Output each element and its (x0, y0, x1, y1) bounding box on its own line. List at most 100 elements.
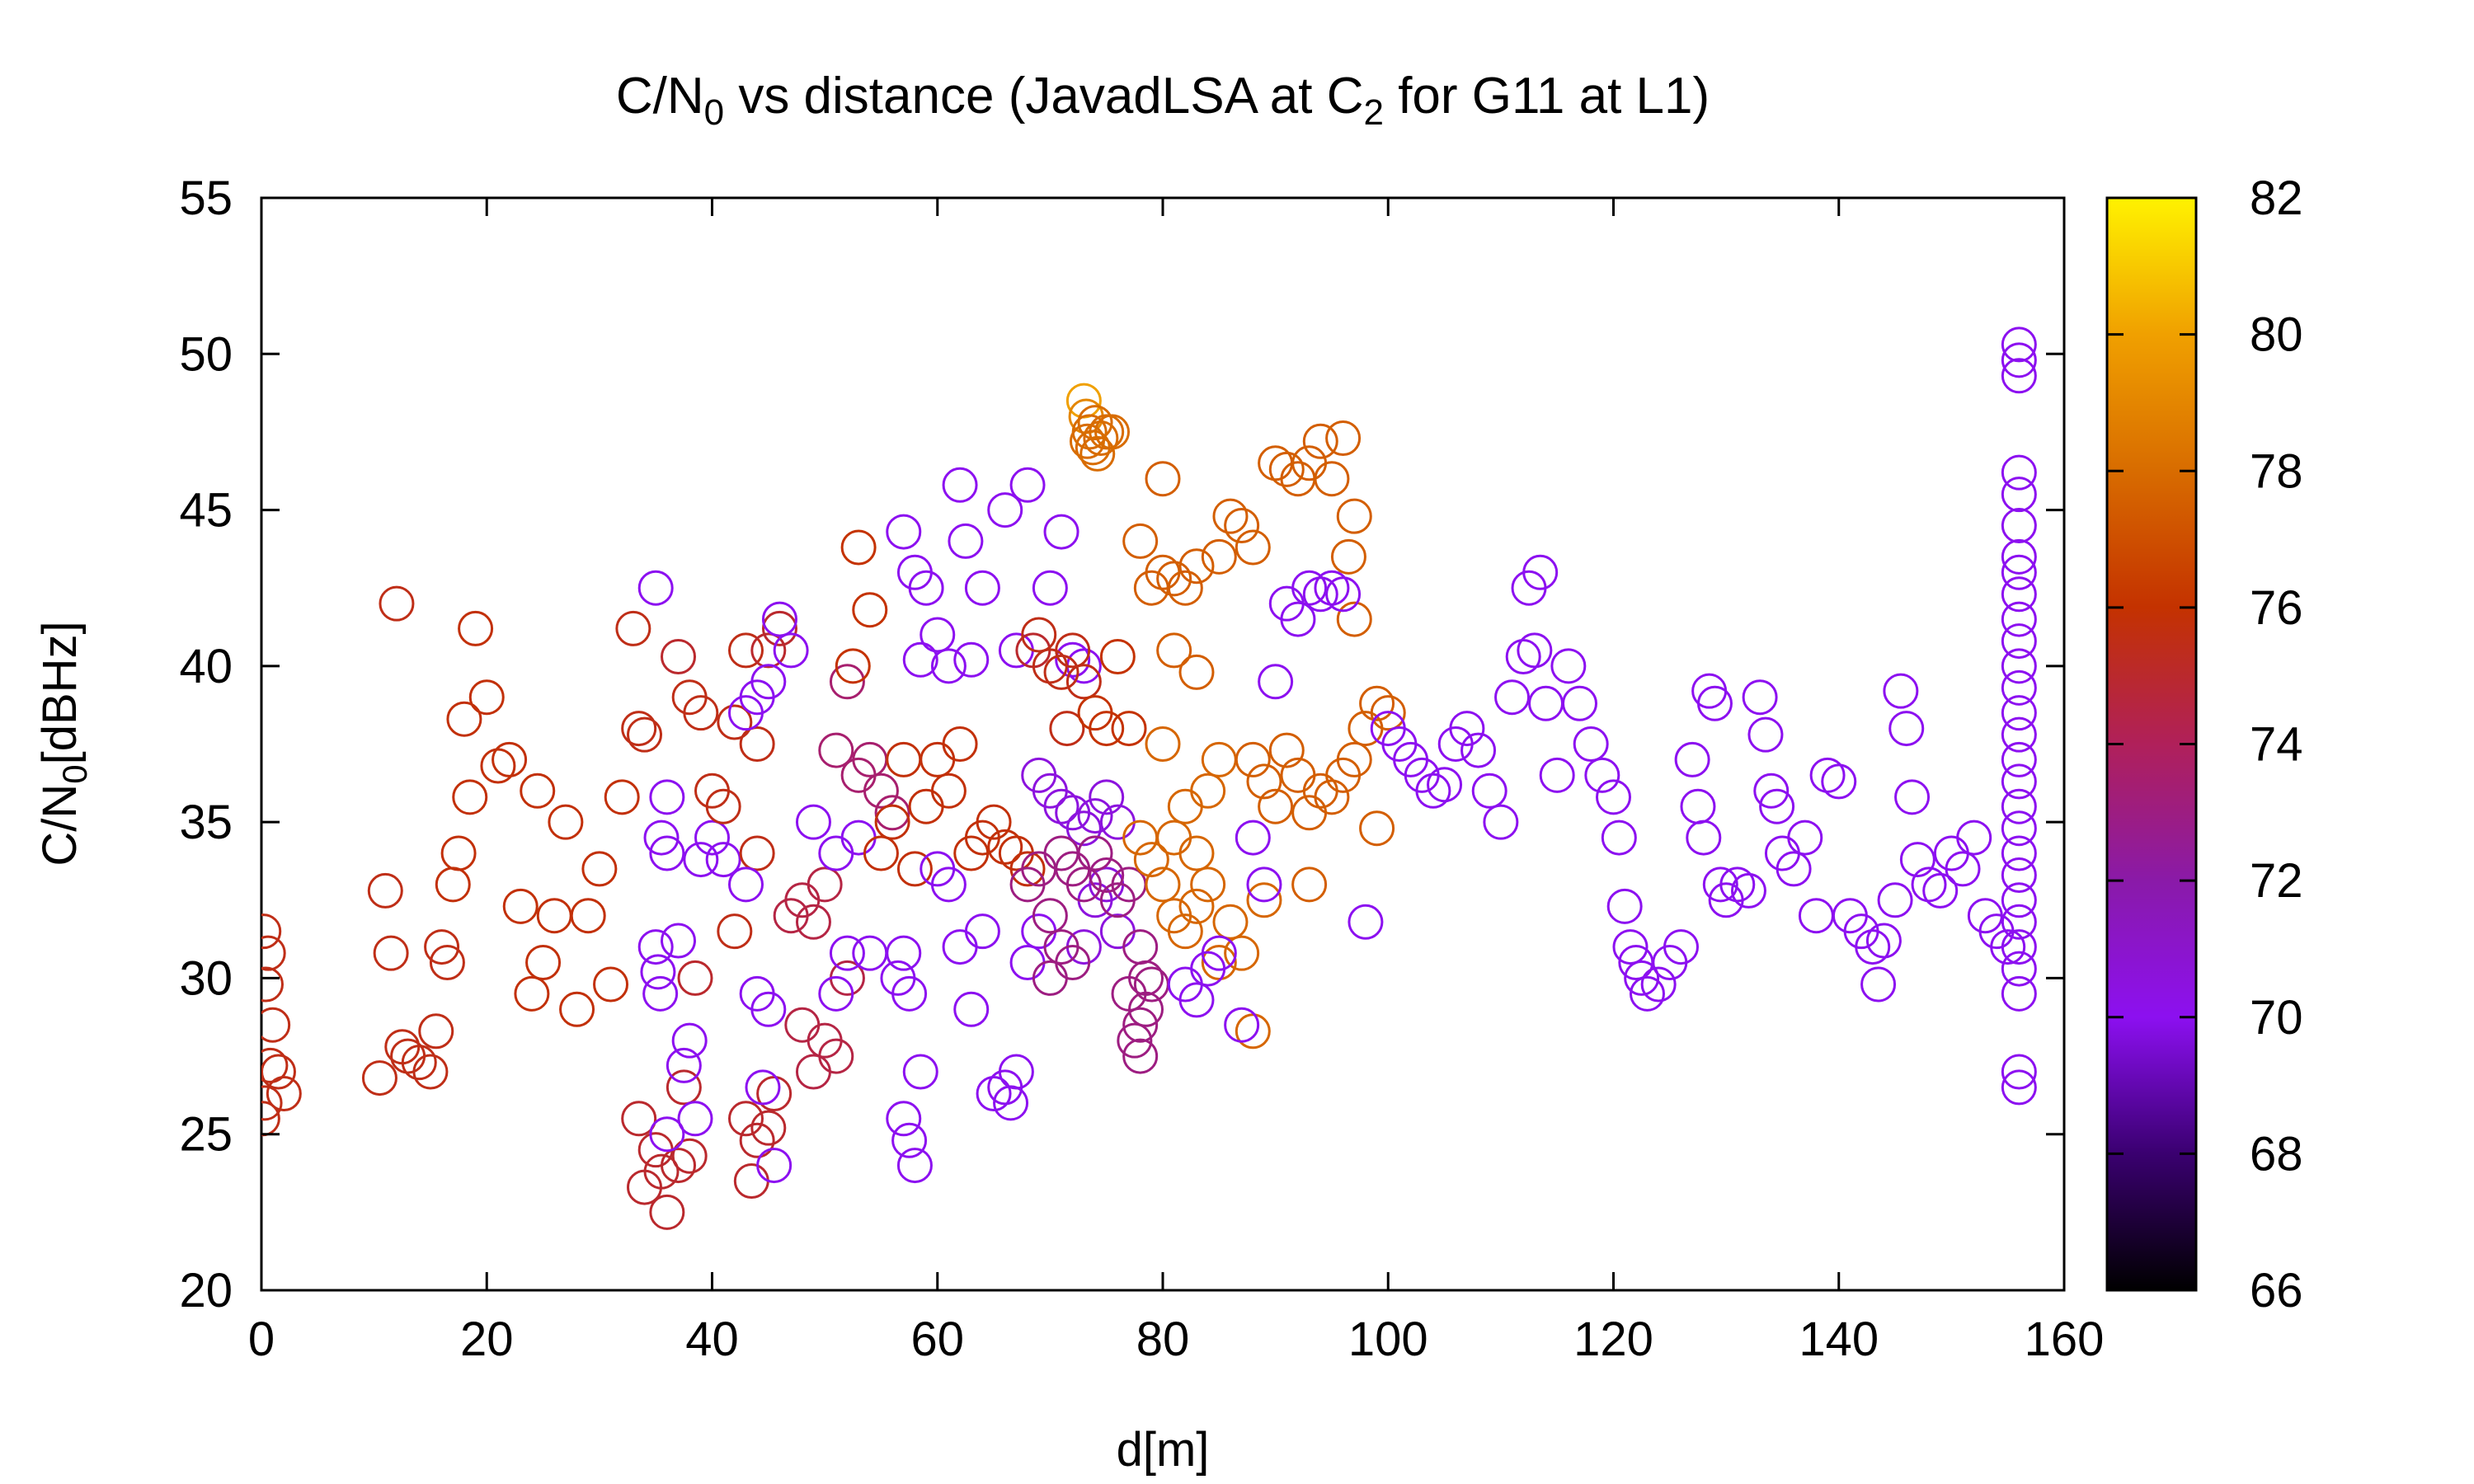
data-point-21 (440, 835, 477, 871)
data-point-201 (1055, 945, 1091, 980)
data-point-258 (1145, 726, 1181, 762)
data-point-313 (1596, 779, 1631, 815)
data-point-32 (536, 898, 572, 934)
data-point-244 (1156, 819, 1192, 856)
data-point-369 (2001, 601, 2037, 637)
data-point-98 (795, 1054, 831, 1090)
data-point-49 (666, 1069, 702, 1106)
x-axis-title: d[m] (1117, 1423, 1210, 1477)
data-point-71 (717, 704, 753, 740)
data-point-31 (520, 773, 556, 809)
data-point-319 (1629, 975, 1665, 1012)
data-point-181 (1043, 654, 1079, 690)
data-point-51 (637, 570, 674, 606)
colorbar-tick-label: 68 (2250, 1127, 2303, 1181)
data-point-306 (1522, 554, 1559, 590)
data-point-108 (818, 732, 854, 768)
data-point-3 (261, 1007, 291, 1043)
data-point-315 (1606, 888, 1643, 924)
data-point-188 (1111, 711, 1147, 747)
data-point-304 (1517, 632, 1553, 669)
data-point-209 (1111, 975, 1147, 1012)
data-point-316 (1612, 929, 1649, 965)
plot-area (260, 196, 2066, 1292)
data-point-220 (1122, 523, 1159, 559)
data-point-330 (1719, 866, 1756, 903)
data-point-140 (964, 570, 1000, 606)
data-point-123 (930, 773, 967, 809)
data-point-15 (401, 1045, 437, 1081)
data-point-117 (863, 835, 899, 871)
data-point-327 (1696, 685, 1733, 721)
data-point-107 (818, 975, 854, 1012)
data-point-295 (1415, 773, 1451, 809)
data-point-199 (1032, 960, 1068, 996)
data-point-118 (874, 804, 910, 840)
data-point-11 (379, 585, 415, 622)
x-tick-label: 100 (1348, 1313, 1428, 1366)
data-point-58 (661, 923, 697, 959)
data-point-318 (1624, 960, 1660, 996)
data-point-0 (261, 913, 282, 950)
data-point-259 (1156, 632, 1192, 669)
data-point-2 (261, 966, 284, 1003)
data-point-254 (1212, 904, 1249, 940)
data-point-346 (1865, 923, 1902, 959)
data-point-325 (1686, 819, 1722, 856)
data-point-386 (2001, 1054, 2037, 1090)
data-point-53 (649, 835, 685, 871)
data-point-45 (643, 1153, 680, 1190)
data-point-360 (2001, 326, 2037, 363)
data-point-382 (2001, 904, 2037, 940)
data-point-263 (1258, 788, 1294, 824)
data-point-376 (2001, 763, 2037, 800)
data-point-113 (874, 795, 910, 831)
data-point-380 (2001, 857, 2037, 893)
data-point-228 (1224, 508, 1260, 543)
data-point-288 (1314, 570, 1350, 606)
data-point-42 (621, 1101, 657, 1137)
data-point-150 (886, 1101, 922, 1137)
data-point-124 (942, 726, 978, 762)
data-point-70 (705, 788, 741, 824)
data-point-347 (1877, 882, 1913, 918)
data-point-289 (1325, 576, 1362, 613)
data-point-339 (1798, 898, 1834, 934)
data-point-18 (424, 929, 460, 965)
data-point-351 (1899, 842, 1935, 878)
data-point-137 (942, 467, 978, 503)
data-point-359 (1990, 929, 2026, 965)
data-point-26 (480, 748, 516, 784)
data-point-219 (1094, 414, 1131, 450)
title-subscript-0: 0 (704, 92, 724, 133)
data-point-105 (840, 819, 877, 856)
data-point-171 (1077, 798, 1113, 834)
data-point-4 (261, 1047, 289, 1083)
data-point-52 (643, 819, 680, 856)
data-point-373 (2001, 695, 2037, 731)
data-point-275 (1291, 866, 1328, 903)
data-point-109 (829, 664, 865, 700)
data-point-264 (1268, 732, 1305, 768)
data-point-78 (727, 1101, 764, 1137)
data-point-79 (739, 1122, 775, 1158)
data-point-372 (2001, 669, 2037, 706)
x-tick-label: 20 (460, 1313, 514, 1366)
data-point-226 (1201, 538, 1237, 575)
data-point-195 (1077, 835, 1113, 871)
data-point-39 (615, 610, 651, 646)
data-point-63 (694, 819, 730, 856)
data-point-87 (773, 632, 809, 669)
data-point-88 (727, 866, 764, 903)
data-point-261 (1235, 741, 1271, 777)
colorbar-tick-label: 80 (2250, 308, 2303, 362)
data-point-20 (435, 866, 471, 903)
data-point-247 (1190, 773, 1226, 809)
x-tick-label: 120 (1573, 1313, 1653, 1366)
data-point-282 (1246, 866, 1282, 903)
data-point-332 (1742, 679, 1778, 716)
data-point-309 (1550, 648, 1587, 684)
data-point-385 (2001, 975, 2037, 1012)
data-point-38 (604, 779, 640, 815)
data-point-245 (1167, 788, 1203, 824)
